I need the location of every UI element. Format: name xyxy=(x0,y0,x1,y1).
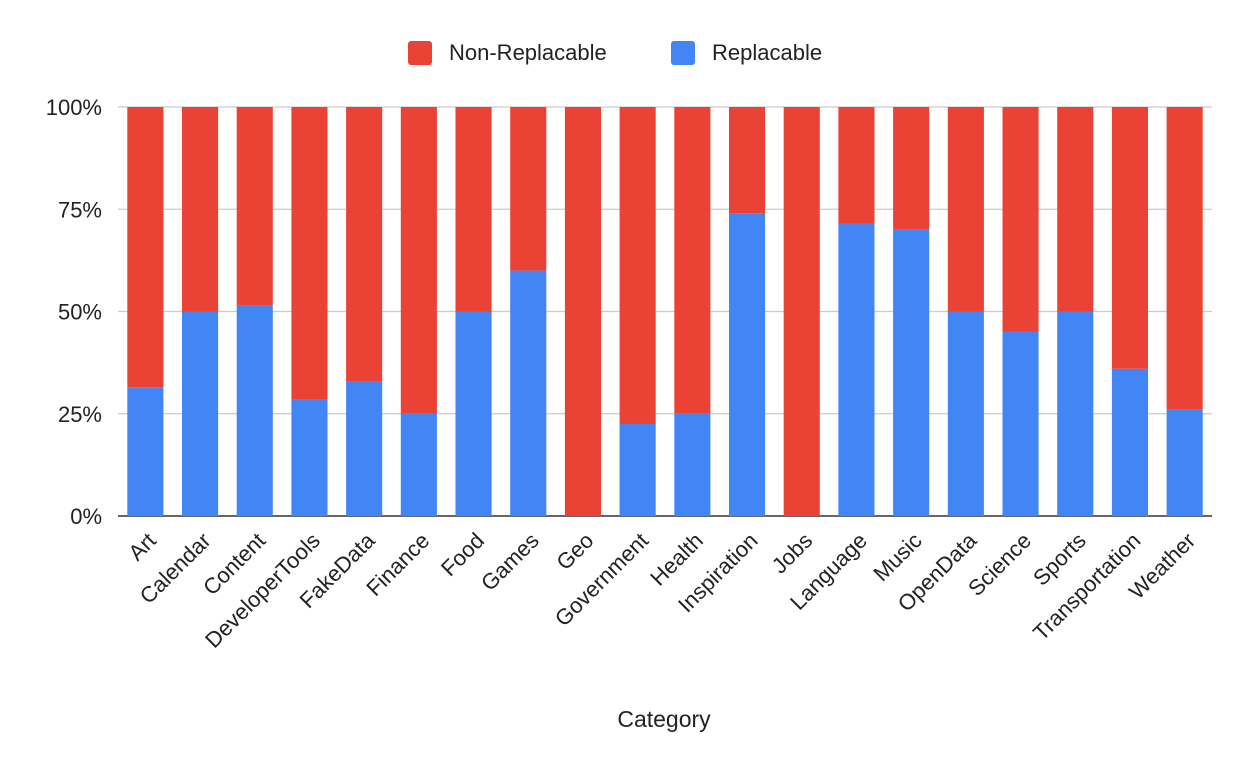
bar-replacable-government xyxy=(619,423,656,516)
bar-replacable-games xyxy=(510,270,547,516)
bar-non-replacable-health xyxy=(674,107,711,414)
bar-non-replacable-jobs xyxy=(783,107,820,516)
y-tick-label: 100% xyxy=(46,95,102,120)
bar-replacable-content xyxy=(236,305,273,516)
bar-replacable-science xyxy=(1002,331,1039,516)
bar-non-replacable-fakedata xyxy=(346,107,383,382)
bar-non-replacable-inspiration xyxy=(728,107,766,214)
bar-replacable-language xyxy=(838,223,875,516)
legend-label: Replacable xyxy=(712,40,822,65)
bar-replacable-opendata xyxy=(947,311,984,516)
x-tick-label: Jobs xyxy=(767,528,818,579)
bar-non-replacable-food xyxy=(455,107,492,312)
bar-non-replacable-developertools xyxy=(291,107,328,400)
bar-non-replacable-music xyxy=(893,107,930,230)
bar-replacable-sports xyxy=(1057,311,1094,516)
x-tick-label: Geo xyxy=(551,528,598,575)
x-tick-label: Games xyxy=(476,528,544,596)
bar-non-replacable-weather xyxy=(1166,107,1203,410)
bar-replacable-developertools xyxy=(291,399,328,516)
bar-replacable-calendar xyxy=(181,311,219,516)
legend-label: Non-Replacable xyxy=(449,40,607,65)
legend-swatch xyxy=(408,41,432,65)
bar-replacable-transportation xyxy=(1111,368,1149,516)
bar-non-replacable-content xyxy=(236,107,273,306)
bar-non-replacable-games xyxy=(510,107,547,271)
bar-replacable-fakedata xyxy=(346,381,383,516)
bar-non-replacable-opendata xyxy=(947,107,984,312)
bar-non-replacable-science xyxy=(1002,107,1039,332)
bar-non-replacable-government xyxy=(619,107,656,424)
y-tick-label: 50% xyxy=(58,300,102,325)
y-tick-label: 0% xyxy=(70,504,102,529)
axis-layer: ArtCalendarContentDeveloperToolsFakeData… xyxy=(123,527,1200,652)
bar-replacable-music xyxy=(893,229,930,516)
bar-non-replacable-language xyxy=(838,107,875,224)
bar-replacable-health xyxy=(674,413,711,516)
bar-non-replacable-finance xyxy=(400,107,437,414)
bar-replacable-weather xyxy=(1166,409,1203,516)
bar-replacable-art xyxy=(127,387,164,516)
bar-replacable-food xyxy=(455,311,492,516)
x-tick-label: Art xyxy=(123,528,161,566)
bar-non-replacable-geo xyxy=(564,107,602,516)
bar-non-replacable-transportation xyxy=(1111,107,1149,369)
bar-non-replacable-art xyxy=(127,107,164,388)
y-tick-label: 75% xyxy=(58,197,102,222)
bar-replacable-finance xyxy=(400,413,437,516)
bar-non-replacable-sports xyxy=(1057,107,1094,312)
legend: Non-Replacable Replacable xyxy=(408,40,822,65)
y-tick-label: 25% xyxy=(58,402,102,427)
x-axis-title: Category xyxy=(617,706,711,732)
bar-non-replacable-calendar xyxy=(181,107,219,312)
bar-replacable-inspiration xyxy=(728,213,766,516)
legend-swatch xyxy=(671,41,695,65)
bars-layer xyxy=(127,107,1203,516)
